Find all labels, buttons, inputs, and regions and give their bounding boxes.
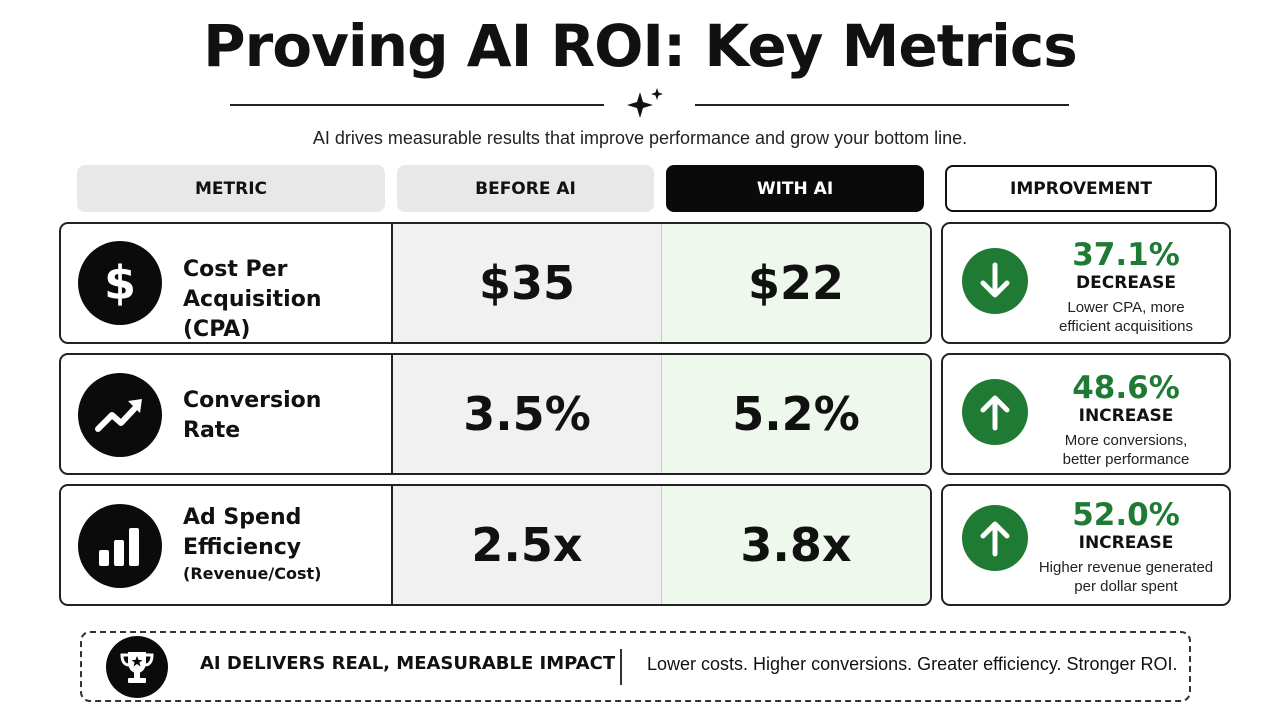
before-ai-value: 2.5x xyxy=(391,486,661,604)
page-title: Proving AI ROI: Key Metrics xyxy=(203,12,1078,80)
improvement-description-line2: efficient acquisitions xyxy=(1059,318,1193,335)
metric-name-line2: Rate xyxy=(183,418,241,443)
svg-text:$: $ xyxy=(104,257,136,309)
arrow-up-icon xyxy=(962,505,1028,571)
before-ai-value: $35 xyxy=(391,224,661,342)
improvement-percent: 48.6% xyxy=(1072,370,1180,406)
metric-cell: $ Cost Per Acquisition (CPA) xyxy=(61,224,391,342)
impact-callout: AI DELIVERS REAL, MEASURABLE IMPACT Lowe… xyxy=(80,631,1191,702)
with-ai-value: $22 xyxy=(661,224,930,342)
title-divider-left xyxy=(230,104,604,106)
improvement-text: 48.6% INCREASE More conversions, better … xyxy=(1027,371,1225,469)
trophy-icon xyxy=(106,636,168,698)
sparkle-icon xyxy=(627,88,663,118)
improvement-description: More conversions, better performance xyxy=(1027,431,1225,469)
dollar-icon: $ xyxy=(78,241,162,325)
impact-divider xyxy=(620,649,622,685)
arrow-up-icon xyxy=(962,379,1028,445)
metric-name-line2: Acquisition (CPA) xyxy=(183,287,322,342)
metric-name-line1: Ad Spend xyxy=(183,505,302,530)
improvement-direction: INCREASE xyxy=(1078,406,1174,426)
metric-name: Conversion Rate xyxy=(183,386,321,446)
column-header-with-ai: WITH AI xyxy=(666,165,924,212)
improvement-description-line2: per dollar spent xyxy=(1074,578,1178,595)
improvement-description: Higher revenue generated per dollar spen… xyxy=(1027,558,1225,596)
arrow-down-icon xyxy=(962,248,1028,314)
improvement-text: 52.0% INCREASE Higher revenue generated … xyxy=(1027,498,1225,596)
metric-name-line2: Efficiency xyxy=(183,535,302,560)
impact-tagline: Lower costs. Higher conversions. Greater… xyxy=(647,654,1178,674)
improvement-description-line2: better performance xyxy=(1062,451,1190,468)
metric-row-ad-spend-efficiency: Ad Spend Efficiency (Revenue/Cost) 2.5x … xyxy=(59,484,932,606)
metric-cell: Ad Spend Efficiency (Revenue/Cost) xyxy=(61,486,391,604)
column-header-improvement: IMPROVEMENT xyxy=(945,165,1217,212)
improvement-direction: INCREASE xyxy=(1078,533,1174,553)
improvement-description-line1: Higher revenue generated xyxy=(1038,559,1214,576)
improvement-card-conversion-rate: 48.6% INCREASE More conversions, better … xyxy=(941,353,1231,475)
bar-chart-icon xyxy=(78,504,162,588)
column-header-metric: METRIC xyxy=(77,165,385,212)
with-ai-value: 5.2% xyxy=(661,355,930,473)
improvement-percent: 37.1% xyxy=(1072,237,1180,273)
column-header-before-ai: BEFORE AI xyxy=(397,165,654,212)
improvement-description: Lower CPA, more efficient acquisitions xyxy=(1027,298,1225,336)
improvement-direction: DECREASE xyxy=(1076,273,1176,293)
metric-name-line1: Conversion xyxy=(183,388,322,413)
metric-row-cpa: $ Cost Per Acquisition (CPA) $35 $22 xyxy=(59,222,932,344)
metric-cell: Conversion Rate xyxy=(61,355,391,473)
improvement-description-line1: More conversions, xyxy=(1064,432,1188,449)
title-divider-right xyxy=(695,104,1069,106)
improvement-card-cpa: 37.1% DECREASE Lower CPA, more efficient… xyxy=(941,222,1231,344)
improvement-description-line1: Lower CPA, more xyxy=(1067,299,1185,316)
metric-name-sub: (Revenue/Cost) xyxy=(183,564,322,583)
metric-name: Ad Spend Efficiency (Revenue/Cost) xyxy=(183,503,321,585)
metric-row-conversion-rate: Conversion Rate 3.5% 5.2% xyxy=(59,353,932,475)
metric-name-line1: Cost Per xyxy=(183,257,288,282)
impact-headline: AI DELIVERS REAL, MEASURABLE IMPACT xyxy=(200,653,616,674)
metric-name: Cost Per Acquisition (CPA) xyxy=(183,255,391,342)
trend-up-icon xyxy=(78,373,162,457)
improvement-text: 37.1% DECREASE Lower CPA, more efficient… xyxy=(1027,238,1225,336)
with-ai-value: 3.8x xyxy=(661,486,930,604)
improvement-card-ad-spend-efficiency: 52.0% INCREASE Higher revenue generated … xyxy=(941,484,1231,606)
page-subtitle: AI drives measurable results that improv… xyxy=(312,128,968,148)
before-ai-value: 3.5% xyxy=(391,355,661,473)
improvement-percent: 52.0% xyxy=(1072,497,1180,533)
